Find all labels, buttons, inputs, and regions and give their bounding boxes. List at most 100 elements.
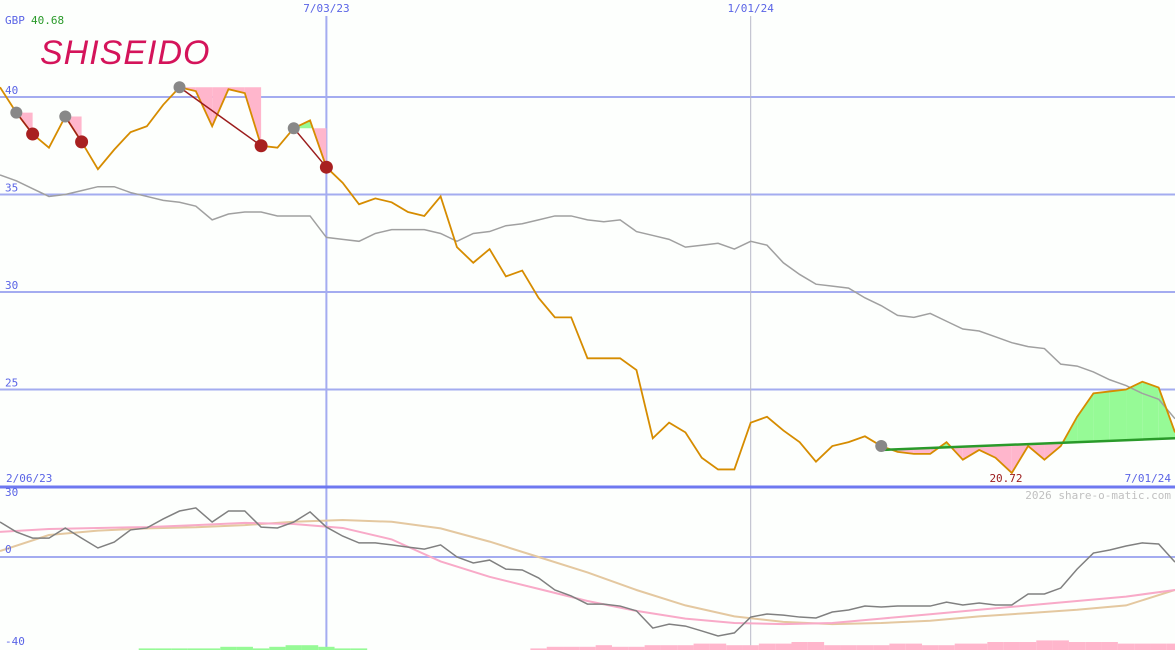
volume-bar — [905, 643, 923, 650]
price-line — [0, 86, 1175, 475]
volume-bar — [954, 643, 972, 650]
volume-bar — [1150, 643, 1167, 650]
oscillator-fast-ma-line — [0, 521, 1175, 626]
volume-bar — [824, 645, 841, 650]
signal-line — [179, 86, 262, 147]
volume-bar — [285, 645, 302, 650]
volume-bar — [987, 642, 1004, 650]
gain-fill — [1093, 391, 1110, 442]
volume-bars — [138, 640, 1175, 650]
x-tick-label: 7/03/23 — [303, 2, 349, 15]
gain-fill — [1126, 381, 1143, 441]
volume-bar — [269, 646, 286, 650]
volume-bar — [546, 646, 564, 650]
volume-bar — [187, 648, 204, 650]
sell-signal-marker — [26, 127, 40, 141]
volume-bar — [971, 643, 988, 650]
volume-bar — [1052, 640, 1069, 650]
signal-markers — [10, 81, 1175, 453]
y-tick-label: 30 — [5, 279, 18, 292]
sell-signal-marker — [254, 139, 268, 153]
volume-bar — [563, 646, 580, 650]
volume-bar — [628, 646, 645, 650]
volume-bar — [742, 645, 759, 650]
volume-bar — [709, 643, 727, 650]
sell-signal-marker — [319, 160, 333, 174]
volume-bar — [579, 646, 596, 650]
trend-line — [881, 437, 1175, 452]
volume-bar — [595, 645, 612, 650]
volume-bar — [1085, 642, 1102, 650]
oscillator-line — [0, 507, 1175, 637]
volume-bar — [611, 646, 629, 650]
buy-signal-marker — [10, 106, 23, 119]
volume-bar — [889, 643, 906, 650]
buy-signal-marker — [59, 110, 72, 123]
volume-bar — [775, 643, 792, 650]
volume-bar — [1117, 643, 1135, 650]
y-tick-label: 35 — [5, 182, 18, 195]
buy-signal-marker — [173, 81, 186, 94]
volume-bar — [1019, 642, 1037, 650]
labels: GBP 40.68 SHISEIDO 2026 share-o-matic.co… — [5, 2, 1171, 648]
volume-bar — [350, 648, 368, 650]
volume-bar — [220, 646, 237, 650]
volume-bar — [807, 642, 825, 650]
company-logo: SHISEIDO — [40, 34, 210, 72]
volume-bar — [1134, 643, 1151, 650]
buy-signal-marker — [875, 440, 888, 453]
volume-bar — [318, 646, 335, 650]
volume-bar — [236, 646, 253, 650]
currency-label: GBP — [5, 14, 25, 27]
x-tick-label: 1/01/24 — [728, 2, 775, 15]
osc-y-tick-label: -40 — [5, 635, 25, 648]
loss-fill — [995, 444, 1012, 473]
volume-bar — [938, 645, 955, 650]
volume-bar — [138, 648, 156, 650]
buy-signal-marker — [287, 122, 300, 135]
volume-bar — [660, 645, 678, 650]
volume-bar — [1068, 642, 1086, 650]
loss-fill — [979, 445, 996, 458]
volume-bar — [1166, 643, 1175, 650]
watermark: 2026 share-o-matic.com — [1025, 489, 1171, 502]
sell-signal-marker — [75, 135, 89, 149]
signal-fills — [16, 87, 1175, 473]
volume-bar — [334, 648, 351, 650]
volume-bar — [693, 643, 710, 650]
low-price-label: 20.72 — [989, 472, 1022, 485]
series-lines — [0, 86, 1175, 637]
volume-bar — [791, 642, 808, 650]
gain-fill — [1109, 389, 1127, 441]
oscillator-slow-ma-line — [0, 519, 1175, 626]
volume-bar — [758, 643, 776, 650]
x-start-label: 2/06/23 — [6, 472, 52, 485]
y-tick-label: 40 — [5, 84, 18, 97]
gain-fill — [1142, 381, 1159, 440]
signal-line — [293, 127, 327, 168]
grid — [0, 16, 1175, 650]
osc-y-tick-label: 0 — [5, 543, 12, 556]
volume-bar — [873, 645, 890, 650]
volume-bar — [726, 645, 743, 650]
volume-bar — [1003, 642, 1020, 650]
volume-bar — [922, 645, 939, 650]
volume-bar — [203, 648, 221, 650]
price-label: 40.68 — [31, 14, 64, 27]
volume-bar — [1101, 642, 1118, 650]
osc-y-tick-label: 30 — [5, 486, 18, 499]
volume-bar — [840, 645, 857, 650]
volume-bar — [1036, 640, 1053, 650]
y-tick-label: 25 — [5, 377, 18, 390]
moving-average-line — [0, 174, 1175, 420]
gain-fill — [1077, 393, 1094, 443]
volume-bar — [856, 645, 874, 650]
volume-bar — [301, 645, 319, 650]
volume-bar — [644, 645, 661, 650]
volume-bar — [252, 648, 270, 650]
volume-bar — [677, 645, 694, 650]
volume-bar — [155, 648, 172, 650]
x-end-label: 7/01/24 — [1125, 472, 1172, 485]
